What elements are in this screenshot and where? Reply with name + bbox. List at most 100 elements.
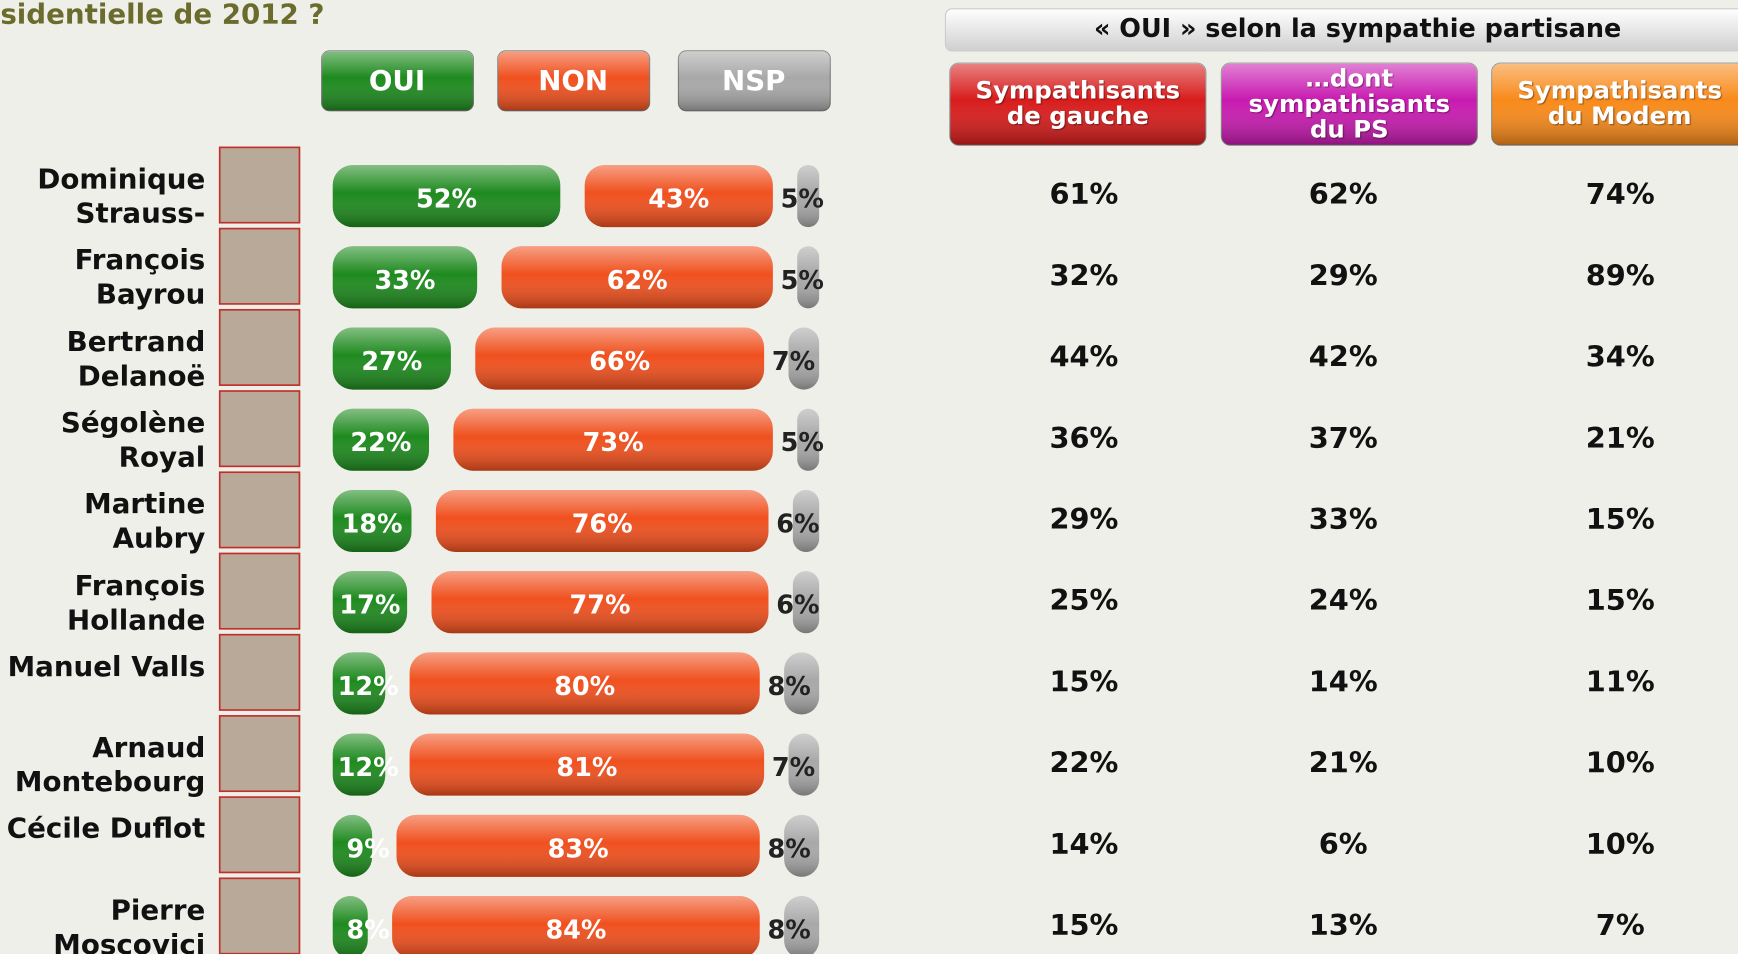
bar-gloss: [332, 408, 430, 471]
category-label: Ségolène Royal: [60, 406, 206, 474]
value-label: 5%: [781, 428, 824, 458]
category-label: Cécile Duflot: [6, 812, 206, 845]
table-cell: 11%: [1586, 664, 1655, 698]
value-label: 22%: [350, 428, 411, 458]
column-header-label: Sympathisants du Modem: [1517, 77, 1722, 131]
category-label: François Bayrou: [74, 244, 206, 311]
value-label: 7%: [772, 347, 815, 377]
table-cell: 14%: [1309, 664, 1378, 698]
photo: [218, 146, 301, 224]
bar-gloss: [475, 327, 765, 390]
table-title-bar: [944, 8, 1738, 52]
value-label: 80%: [554, 672, 615, 702]
category-label: Manuel Valls: [7, 650, 206, 683]
category-label-box: Martine Aubry: [84, 487, 206, 555]
table-cell: 13%: [1309, 908, 1378, 942]
table-cell: 36%: [1049, 421, 1118, 455]
bar-gloss: [797, 246, 820, 309]
value-label: 52%: [416, 185, 477, 215]
legend-gloss: [321, 50, 474, 111]
photo: [218, 471, 301, 549]
table-cell: 42%: [1309, 340, 1378, 374]
bar-gloss: [453, 408, 773, 471]
table-cell: 37%: [1309, 421, 1378, 455]
photo: [218, 308, 301, 386]
photo: [218, 227, 301, 305]
value-label: 84%: [545, 916, 606, 946]
bar-gloss: [784, 652, 820, 715]
bar-gloss: [332, 814, 373, 877]
table-cell: 10%: [1586, 746, 1655, 780]
value-label: 5%: [781, 185, 824, 215]
value-label: 9%: [347, 834, 390, 864]
bar-gloss: [797, 165, 820, 228]
table-cell: 62%: [1309, 177, 1378, 211]
table-cell: 25%: [1049, 583, 1118, 617]
category-label: Martine Aubry: [84, 487, 206, 555]
legend-label: NSP: [722, 64, 785, 97]
table-cell: 22%: [1049, 746, 1118, 780]
table-cell: 89%: [1586, 258, 1655, 292]
value-label: 33%: [374, 266, 435, 296]
bar-gloss: [784, 814, 820, 877]
bar-gloss: [784, 896, 820, 954]
category-label-box: Cécile Duflot: [6, 812, 206, 845]
table-cell: 29%: [1049, 502, 1118, 536]
column-header-label: …dont sympathisants du PS: [1248, 64, 1451, 144]
table-cell: 21%: [1309, 746, 1378, 780]
legend-gloss: [678, 50, 831, 111]
value-label: 83%: [548, 834, 609, 864]
photo: [218, 552, 301, 630]
legend-label: OUI: [369, 64, 425, 97]
table-cell: 10%: [1586, 827, 1655, 861]
table-cell: 15%: [1586, 502, 1655, 536]
photo: [218, 390, 301, 468]
photo: [218, 633, 301, 711]
table-cell: 14%: [1049, 827, 1118, 861]
photo: [218, 877, 301, 954]
bar-gloss: [792, 571, 820, 634]
category-label-box: Pierre Moscovici: [53, 893, 206, 954]
table-cell: 74%: [1586, 177, 1655, 211]
bar-gloss: [332, 489, 412, 553]
bar-gloss: [332, 652, 386, 715]
table-cell: 15%: [1049, 664, 1118, 698]
table-cell: 33%: [1309, 502, 1378, 536]
value-label: 12%: [338, 753, 399, 783]
column-gloss: [1221, 63, 1478, 146]
chart-title: sidentielle de 2012 ?: [0, 0, 324, 31]
value-label: 6%: [776, 509, 819, 539]
category-label-box: Dominique Strauss-Kahn: [37, 163, 205, 229]
table-cell: 34%: [1586, 340, 1655, 374]
bar-gloss: [392, 896, 760, 954]
bar-gloss: [332, 571, 408, 634]
value-label: 73%: [583, 428, 644, 458]
column-header-label: Sympathisants de gauche: [975, 77, 1181, 131]
bar-gloss: [332, 246, 478, 309]
column-header-label-box: Sympathisants du Modem: [1517, 77, 1722, 131]
column-gloss: [1491, 63, 1738, 146]
category-label: Pierre Moscovici: [53, 893, 206, 954]
bar-gloss: [788, 327, 820, 390]
legend-gloss: [497, 50, 650, 111]
bar-gloss: [332, 327, 451, 390]
value-label: 62%: [607, 266, 668, 296]
value-label: 12%: [338, 672, 399, 702]
value-label: 77%: [570, 591, 631, 621]
category-label-box: François Bayrou: [74, 244, 206, 311]
value-label: 81%: [556, 753, 617, 783]
table-cell: 15%: [1586, 583, 1655, 617]
photo: [218, 715, 301, 793]
table-cell: 44%: [1049, 340, 1118, 374]
table-cell: 15%: [1049, 908, 1118, 942]
value-label: 8%: [768, 916, 811, 946]
bar-gloss: [409, 733, 765, 796]
table-cell: 24%: [1309, 583, 1378, 617]
category-label-box: Ségolène Royal: [60, 406, 206, 474]
photo: [218, 796, 301, 874]
table-cell: 7%: [1596, 908, 1645, 942]
bar-gloss: [792, 489, 820, 553]
bar-gloss: [332, 733, 386, 796]
bar-gloss: [797, 408, 820, 471]
